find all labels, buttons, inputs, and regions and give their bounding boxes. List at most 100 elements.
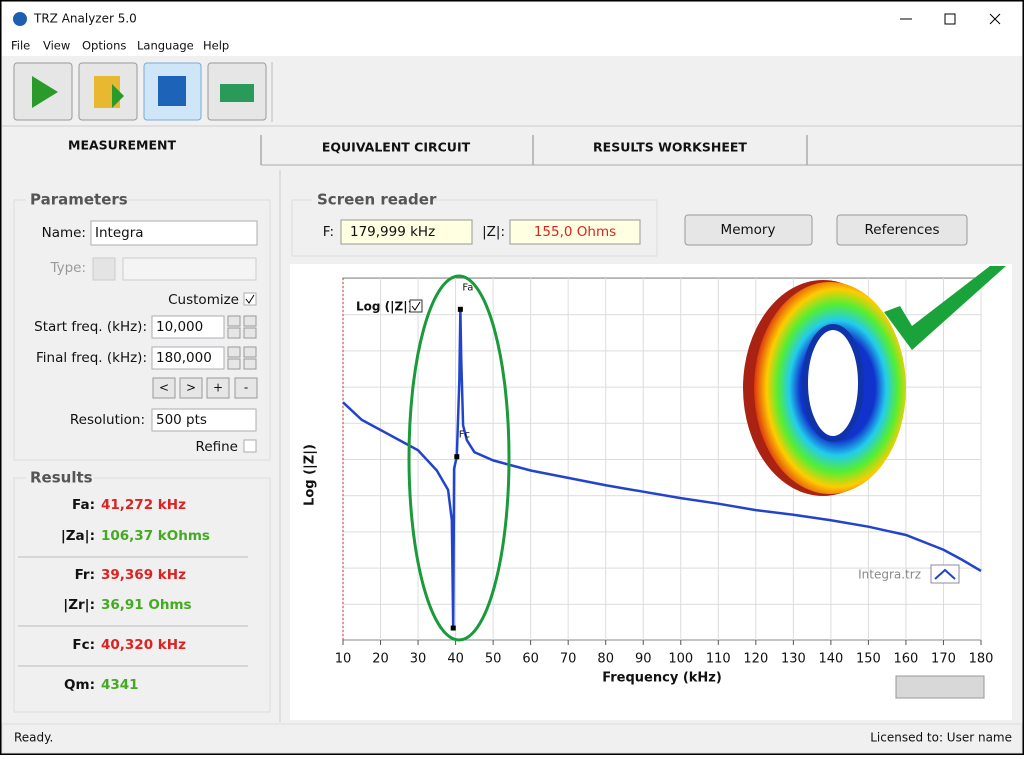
step-button-label: - [244,381,248,395]
result-label: |Za|: [61,528,95,544]
menu-item[interactable]: Options [82,39,126,53]
close-button[interactable] [989,13,1001,25]
f-readout [340,219,473,245]
screen-reader-group [291,199,658,257]
checkbox-label: Customize [168,292,239,308]
x-tick-label: 180 [969,652,994,667]
spin-down[interactable] [227,358,241,370]
x-tick-label: 50 [485,652,502,667]
step-button[interactable] [179,377,203,399]
group-title: Results [30,469,93,487]
x-tick-label: 40 [447,652,464,667]
group-title-bg [26,470,94,486]
tab[interactable]: MEASUREMENT [68,138,176,153]
highlight-ellipse [407,274,511,642]
start-value: 10,000 [156,319,203,335]
references-button[interactable] [836,214,968,246]
z-value: 155,0 Ohms [534,224,616,240]
result-label: Fc: [72,637,95,653]
log-checkbox [409,299,423,313]
field-label: |Z|: [482,224,505,240]
group-title-bg [26,192,126,208]
legend-label: Integra.trz [858,568,921,582]
step-button[interactable] [234,377,258,399]
results-list: Fa: 41,272 kHz |Za|: 106,37 kOhms Fr: 39,369 … [61,497,210,693]
memory-button[interactable] [684,214,813,246]
spin-down[interactable] [243,358,257,370]
x-tick-label: 30 [410,652,427,667]
spin-down[interactable] [227,327,241,339]
result-value: 41,272 kHz [101,497,186,513]
spin-up[interactable] [227,315,241,327]
result-label: Fa: [72,497,95,513]
step-button[interactable] [206,377,230,399]
menu-item[interactable]: File [11,39,30,53]
refine-checkbox[interactable] [243,439,257,453]
maximize-button[interactable] [944,13,956,25]
log-toggle: Log (|Z|) [356,300,413,314]
check-mark [884,266,1006,350]
step-button-label: > [186,381,196,395]
resolution-select[interactable] [151,408,257,432]
name-input[interactable] [90,220,258,246]
group-title: Screen reader [317,191,437,209]
marker [457,306,463,312]
button-label: References [864,222,939,238]
menu-item[interactable]: Help [203,39,229,53]
results-group [13,477,271,713]
resolution-value: 500 pts [156,412,207,428]
tab[interactable]: RESULTS WORKSHEET [593,140,747,155]
result-value: 106,37 kOhms [101,528,210,544]
save-icon [158,76,186,106]
step-button-label: < [159,381,169,395]
final-value: 180,000 [156,350,212,366]
menu-item[interactable]: View [43,39,70,53]
spin-down[interactable] [243,327,257,339]
parameters-group [13,199,271,461]
tab[interactable]: EQUIVALENT CIRCUIT [322,140,471,155]
title-bar [2,2,1022,36]
checkbox-label: Refine [196,439,238,455]
f-value: 179,999 kHz [350,224,435,240]
marker-label: Fa [462,282,473,293]
group-title: Parameters [30,191,128,209]
step-button-label: + [213,381,223,395]
x-tick-label: 80 [597,652,614,667]
torus-hole [802,324,864,442]
status-text: Ready. [14,731,53,745]
field-label: Type: [49,260,86,276]
x-tick-label: 70 [560,652,577,667]
spin-up[interactable] [243,346,257,358]
result-value: 36,91 Ohms [101,597,192,613]
menu-item[interactable]: Language [137,39,194,53]
result-value: 40,320 kHz [101,637,186,653]
open-arrow [112,84,124,108]
field-label: Start freq. (kHz): [34,319,147,335]
series-line [342,309,982,629]
start-input[interactable] [151,315,225,339]
customize-checkbox[interactable] [243,292,257,306]
x-tick-label: 60 [522,652,539,667]
final-input[interactable] [151,346,225,370]
x-tick-label: 90 [635,652,652,667]
spin-up[interactable] [227,346,241,358]
name-value: Integra [95,225,144,241]
type-icon [92,257,116,281]
x-tick-label: 100 [668,652,693,667]
chart-tools[interactable] [895,675,985,699]
print-icon [220,84,254,102]
button-label: Memory [721,222,776,238]
app-icon [13,12,27,26]
x-tick-label: 170 [931,652,956,667]
result-label: Fr: [75,567,95,583]
step-button[interactable] [152,377,176,399]
run-icon [32,76,58,108]
field-label: Final freq. (kHz): [36,350,147,366]
status-bar [1,723,1023,754]
spin-up[interactable] [243,315,257,327]
group-title-bg [312,192,432,208]
x-tick-label: 20 [372,652,389,667]
legend-swatch [934,568,956,580]
z-readout [509,219,641,245]
